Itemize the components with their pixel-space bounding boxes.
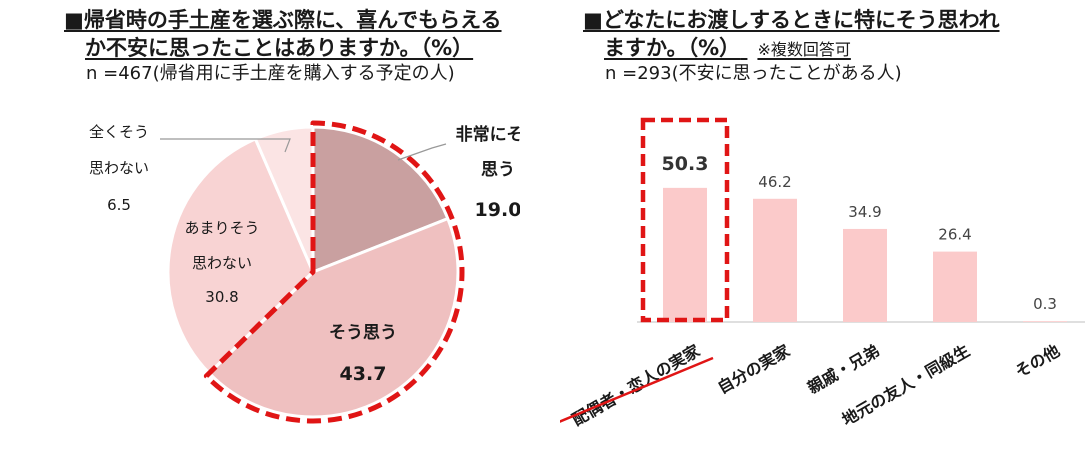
right-sample-size: n =293(不安に思ったことがある人)	[605, 63, 902, 84]
bar-category-label-1: 配偶者・恋人の実家	[569, 341, 704, 430]
bar-value-2: 46.2	[758, 173, 791, 191]
pie-value-3: 30.8	[205, 288, 238, 306]
right-title-line-2: ますか。（%）	[604, 36, 741, 60]
multiple-answer-note: ※複数回答可	[757, 40, 851, 59]
pie-slice-2	[207, 216, 460, 419]
left-sample-size: n =467(帰省用に手土産を購入する予定の人)	[86, 63, 455, 84]
pie-highlight-outline	[203, 120, 465, 424]
pie-value-1: 19.0	[475, 199, 520, 221]
pie-slice-3	[166, 136, 315, 376]
pie-label-3-line-2: 思わない	[192, 254, 252, 272]
bar-category-label-5: その他	[1012, 341, 1063, 381]
right-chart-title: ■どなたにお渡しするときに特にそう思われ ますか。（%） ※複数回答可	[583, 6, 1000, 64]
bar-value-3: 34.9	[848, 203, 881, 221]
pie-label-3-line-1: あまりそう	[184, 219, 259, 237]
bar-3	[843, 228, 887, 322]
pie-label-4-line-1: 全くそう	[89, 123, 149, 141]
bar-2	[753, 198, 797, 322]
pie-label-1-line-1: 非常にそう	[456, 124, 520, 145]
left-chart-title: ■帰省時の手土産を選ぶ際に、喜んでもらえる か不安に思ったことはありますか。（%…	[64, 6, 502, 62]
left-title-line-2: か不安に思ったことはありますか。（%）	[85, 36, 474, 60]
pie-value-4: 6.5	[107, 196, 131, 214]
bar-value-1: 50.3	[662, 153, 709, 175]
left-title-line-1: ■帰省時の手土産を選ぶ際に、喜んでもらえる	[64, 8, 502, 32]
pie-label-2-line-1: そう思う	[329, 323, 397, 343]
bar-5	[1023, 321, 1067, 322]
pie-leader-line-1	[397, 143, 447, 161]
bar-1	[663, 187, 707, 322]
bar-value-5: 0.3	[1033, 295, 1057, 313]
pie-value-2: 43.7	[340, 363, 387, 385]
bar-chart: 50.3配偶者・恋人の実家46.2自分の実家34.9親戚・兄弟26.4地元の友人…	[560, 117, 1085, 430]
pie-slice-1	[311, 125, 450, 275]
bar-highlight-underline	[560, 356, 714, 423]
pie-chart: 非常にそう思う19.0そう思う43.7あまりそう思わない30.8全くそう思わない…	[89, 120, 520, 424]
pie-label-1-line-2: 思う	[481, 160, 515, 180]
pie-leader-line-4	[160, 138, 291, 153]
bar-highlight-box	[640, 117, 730, 323]
right-title-line-1: ■どなたにお渡しするときに特にそう思われ	[583, 8, 1000, 32]
bar-4	[933, 251, 977, 322]
bar-category-label-2: 自分の実家	[714, 341, 794, 398]
bar-value-4: 26.4	[938, 226, 971, 244]
bar-category-label-3: 親戚・兄弟	[804, 341, 883, 397]
pie-label-4-line-2: 思わない	[89, 159, 149, 177]
